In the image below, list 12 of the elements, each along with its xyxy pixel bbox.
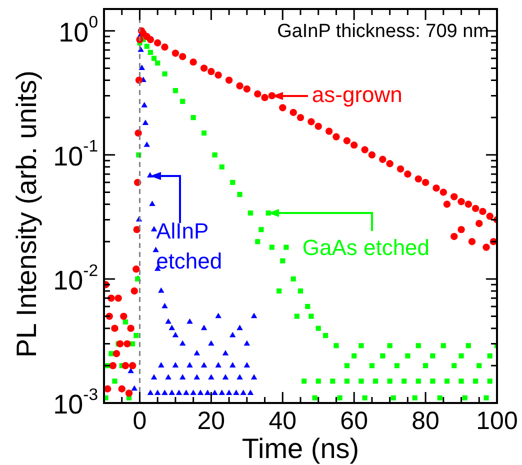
x-tick-label: 80 <box>412 406 440 435</box>
x-tick-label: 40 <box>268 406 297 435</box>
y-axis-title: PL Intensity (arb. units) <box>11 70 42 358</box>
annotation: GaInP thickness: 709 nm <box>277 21 489 42</box>
annotation: GaAs etched <box>302 235 430 260</box>
x-axis-title: Time (ns) <box>242 433 360 464</box>
x-tick-label: 60 <box>340 406 368 435</box>
annotation: as-grown <box>312 82 402 107</box>
annotation: AlInP etched <box>156 218 222 274</box>
x-tick-label: 0 <box>132 406 147 435</box>
x-tick-label: 100 <box>476 406 518 435</box>
x-tick-label: 20 <box>197 406 226 435</box>
